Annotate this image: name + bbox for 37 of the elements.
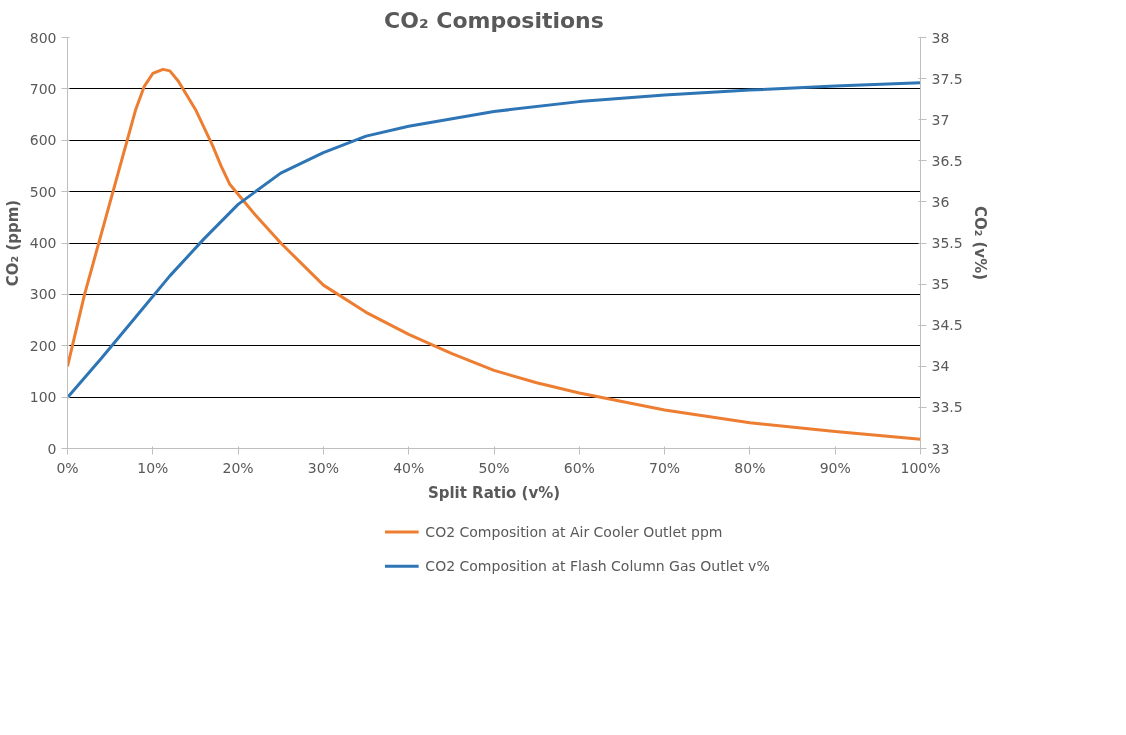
y2-tick-label: 33.5 [931,399,963,416]
legend-label: CO2 Composition at Flash Column Gas Outlet v% [425,558,770,575]
x-tick-label: 70% [649,459,681,476]
legend-label: CO2 Composition at Air Cooler Outlet ppm [425,524,723,540]
y-axis-title: CO₂ (ppm) [3,199,22,287]
chart-title: CO₂ Compositions [384,7,604,33]
y-tick-label: 400 [29,235,57,251]
x-tick-label: 100% [900,459,941,476]
y-tick-label: 100 [29,389,57,406]
y2-tick-label: 34.5 [931,317,963,334]
y2-tick-label: 37 [931,111,950,128]
y2-tick-label: 35 [931,276,950,293]
y-tick-label: 600 [29,132,57,149]
y2-tick-label: 33 [931,440,950,457]
y2-axis-title: CO₂ (v%) [970,205,989,281]
y2-tick-label: 36.5 [931,152,963,169]
x-tick-label: 60% [563,459,595,476]
y2-tick-label: 37.5 [931,70,963,87]
y-tick-label: 500 [29,183,57,200]
x-tick-label: 40% [393,459,425,476]
y2-tick-label: 34 [931,358,950,375]
x-tick-label: 20% [222,459,254,476]
y2-tick-label: 36 [931,193,950,210]
y-tick-label: 300 [29,286,57,303]
x-tick-label: 0% [56,459,79,476]
y-tick-label: 200 [29,337,57,354]
x-tick-label: 80% [734,459,766,476]
x-tick-label: 30% [307,459,339,476]
y2-tick-label: 35.5 [931,235,963,251]
y-tick-label: 0 [47,440,57,457]
y-tick-label: 700 [29,80,57,97]
x-tick-label: 10% [137,459,169,476]
x-axis-title: Split Ratio (v%) [427,483,561,502]
x-tick-label: 90% [819,459,851,476]
x-tick-label: 50% [478,459,510,476]
y2-tick-label: 38 [931,29,950,46]
y-tick-label: 800 [29,29,57,46]
